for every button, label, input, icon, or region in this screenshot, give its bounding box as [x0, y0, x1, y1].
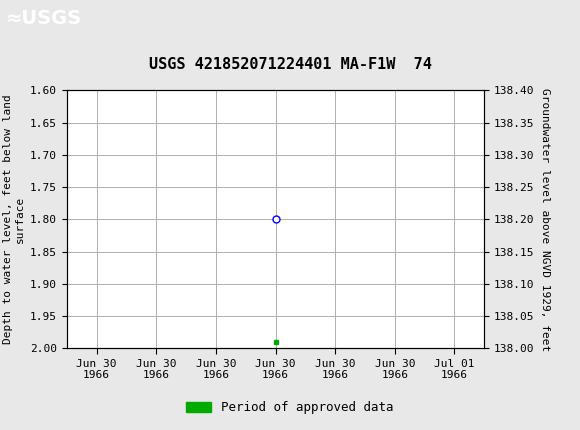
Y-axis label: Groundwater level above NGVD 1929, feet: Groundwater level above NGVD 1929, feet — [540, 88, 550, 351]
Y-axis label: Depth to water level, feet below land
surface: Depth to water level, feet below land su… — [3, 95, 24, 344]
Legend: Period of approved data: Period of approved data — [181, 396, 399, 419]
Text: ≈USGS: ≈USGS — [6, 9, 82, 28]
Text: USGS 421852071224401 MA-F1W  74: USGS 421852071224401 MA-F1W 74 — [148, 57, 432, 72]
